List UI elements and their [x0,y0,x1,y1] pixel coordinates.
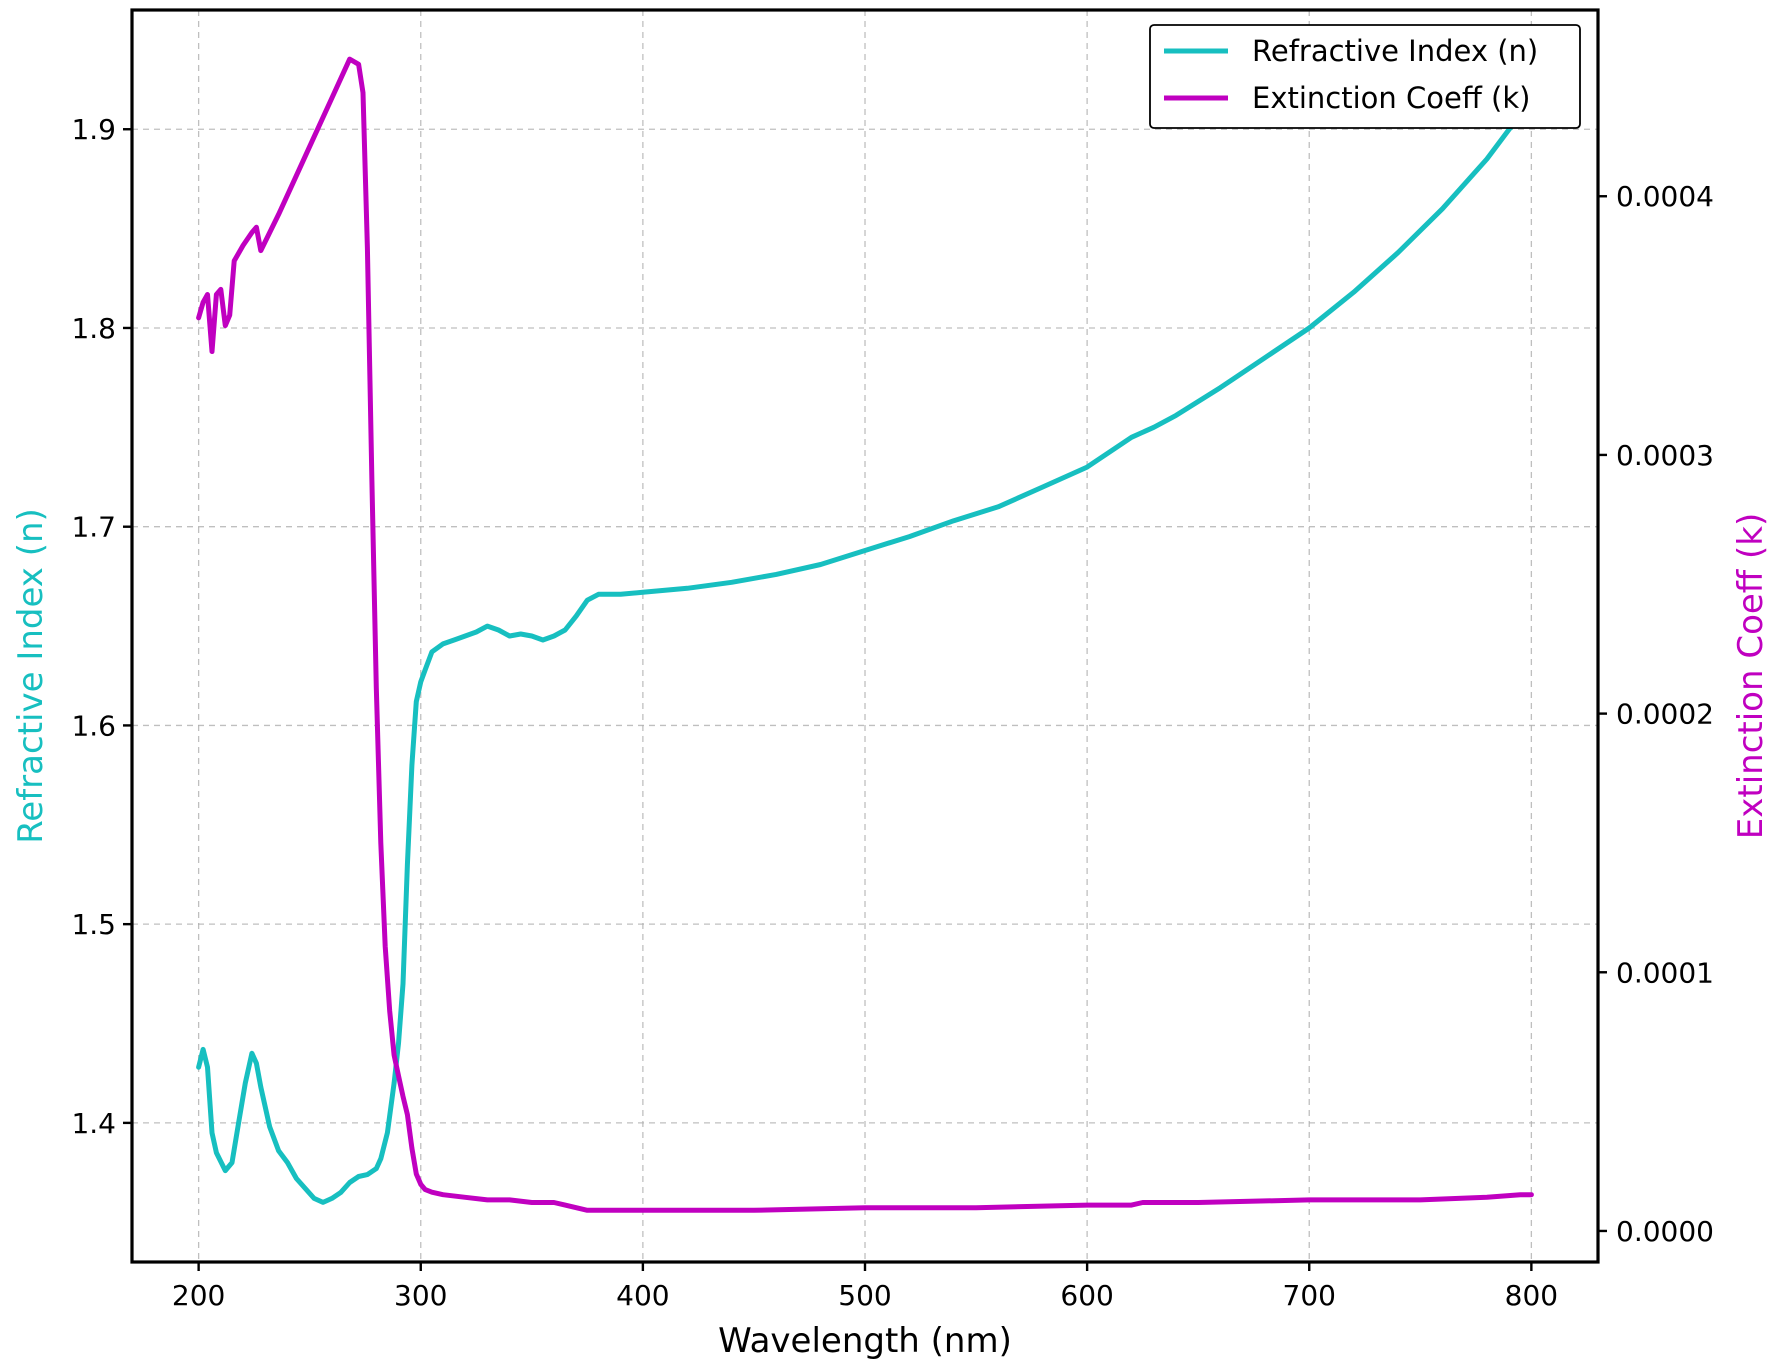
left-y-tick-label: 1.7 [71,511,116,544]
x-tick-label: 600 [1060,1279,1113,1312]
legend-box [1149,24,1581,129]
x-tick-label: 500 [838,1279,891,1312]
right-y-axis-title: Extinction Coeff (k) [1731,513,1771,839]
x-tick-label: 400 [616,1279,669,1312]
right-y-tick-label: 0.0001 [1616,956,1714,989]
left-y-tick-label: 1.4 [71,1107,116,1140]
right-y-tick-label: 0.0000 [1616,1215,1714,1248]
x-tick-label: 300 [394,1279,447,1312]
plot-series [196,56,1534,1213]
grid-lines [132,10,1598,1262]
extinction-coeff-line [196,56,1534,1213]
left-y-tick-label: 1.9 [71,113,116,146]
legend-label-extinction-coeff: Extinction Coeff (k) [1252,81,1530,115]
right-y-tick-label: 0.0002 [1616,698,1714,731]
axis-ticks: 200 300 400 500 600 700 800 1.4 1.5 1.6 1.7 1.8 1.9 0… [71,113,1714,1312]
legend-label-refractive-index: Refractive Index (n) [1252,34,1538,68]
right-y-tick-label: 0.0003 [1616,439,1714,472]
x-axis-title: Wavelength (nm) [718,1321,1012,1361]
legend: Refractive Index (n) Extinction Coeff (k… [1149,24,1581,129]
x-tick-label: 700 [1283,1279,1336,1312]
x-tick-label: 800 [1505,1279,1558,1312]
left-y-tick-label: 1.8 [71,312,116,345]
x-tick-label: 200 [172,1279,225,1312]
refractive-index-line [196,100,1534,1205]
right-y-tick-label: 0.0004 [1616,180,1714,213]
left-y-tick-label: 1.6 [71,709,116,742]
left-y-tick-label: 1.5 [71,908,116,941]
left-y-axis-title: Refractive Index (n) [11,508,51,844]
